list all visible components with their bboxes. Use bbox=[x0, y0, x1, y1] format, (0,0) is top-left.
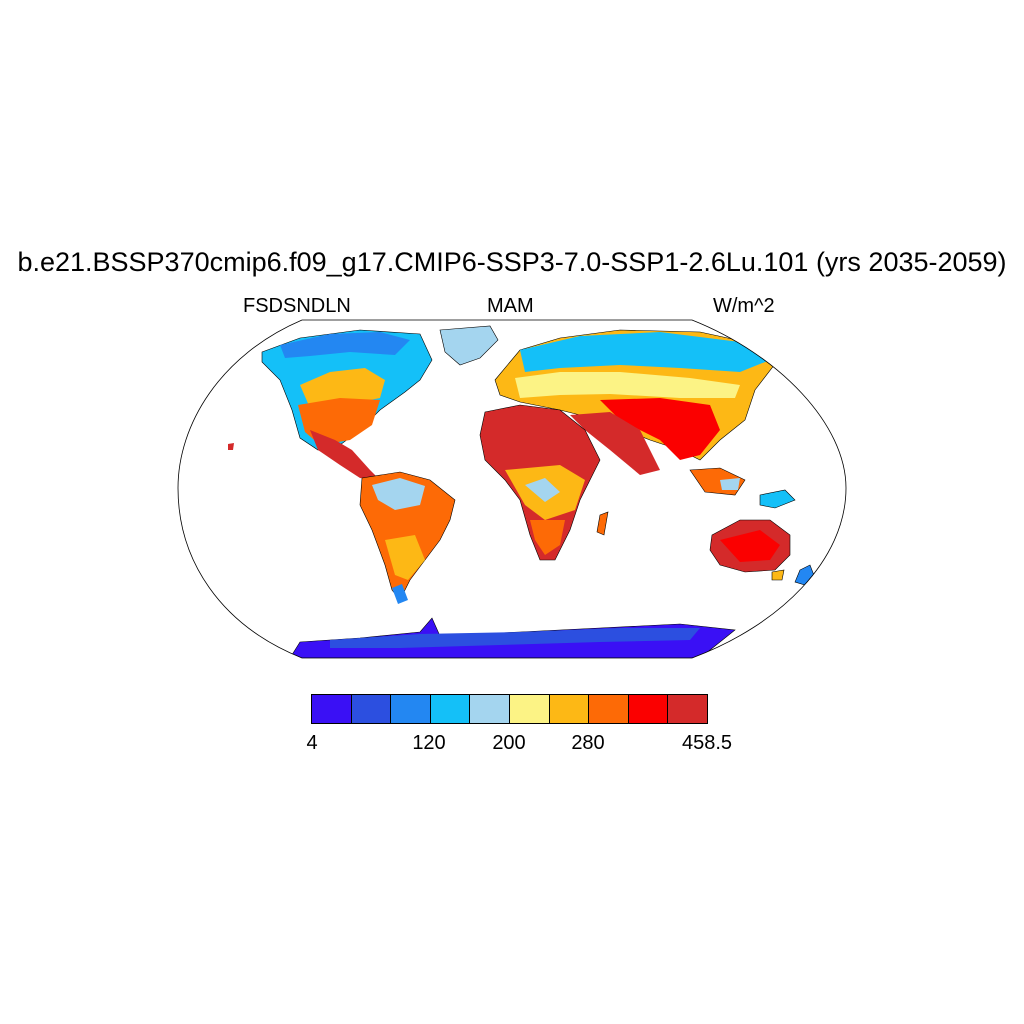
colorbar-box bbox=[390, 694, 431, 724]
colorbar-label-120: 120 bbox=[412, 732, 446, 754]
units-label: W/m^2 bbox=[713, 295, 775, 317]
season-label: MAM bbox=[487, 295, 534, 317]
colorbar-box bbox=[509, 694, 550, 724]
colorbar-box bbox=[311, 694, 352, 724]
colorbar-label-max: 458.5 bbox=[681, 732, 733, 754]
colorbar-box bbox=[588, 694, 629, 724]
colorbar-box bbox=[469, 694, 510, 724]
colorbar-label-200: 200 bbox=[492, 732, 526, 754]
map-boundary bbox=[177, 319, 847, 659]
south-america bbox=[359, 471, 456, 601]
colorbar-label-280: 280 bbox=[571, 732, 605, 754]
variable-name: FSDSNDLN bbox=[243, 295, 351, 317]
plot-title: b.e21.BSSP370cmip6.f09_g17.CMIP6-SSP3-7.… bbox=[17, 247, 1007, 277]
colorbar-box bbox=[350, 694, 392, 724]
greenland bbox=[439, 325, 499, 366]
colorbar-box bbox=[667, 694, 708, 724]
colorbar-label-min: 4 bbox=[306, 732, 318, 754]
colorbar-box bbox=[548, 694, 590, 724]
colorbar-box bbox=[627, 694, 669, 724]
colorbar-box bbox=[429, 694, 471, 724]
